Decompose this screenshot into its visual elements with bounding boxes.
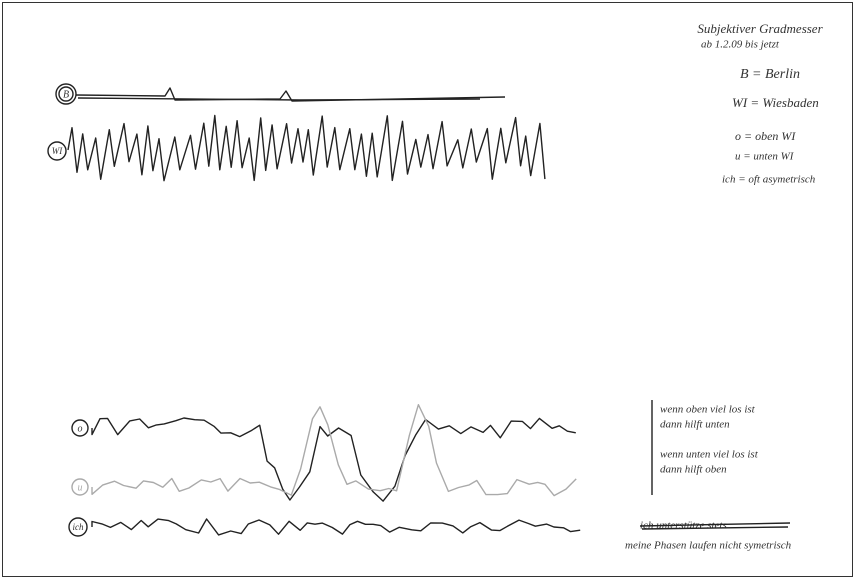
legend-entry: u = unten WI — [735, 151, 795, 163]
footer-text: meine Phasen laufen nicht symetrisch — [625, 540, 792, 552]
row-label: WI — [52, 146, 63, 156]
title: Subjektiver Gradmesser — [697, 21, 823, 36]
legend-entry: ich = oft asymetrisch — [722, 174, 816, 186]
row-marker — [68, 517, 88, 537]
sketch-lines — [67, 87, 581, 536]
row-marker — [55, 83, 77, 105]
sketch-line — [77, 97, 481, 101]
strike — [639, 522, 791, 530]
row-label: ich — [73, 522, 84, 532]
row-label: o — [78, 423, 83, 434]
sketch-line — [91, 518, 581, 536]
note: wenn oben viel los ist — [660, 404, 756, 416]
legend-entry: o = oben WI — [735, 129, 796, 143]
note: dann hilft unten — [660, 419, 730, 431]
sketch-line — [67, 114, 546, 182]
row-marker — [58, 86, 74, 102]
sketch-line — [91, 404, 577, 497]
subtitle: ab 1.2.09 bis jetzt — [701, 39, 780, 51]
note: dann hilft oben — [660, 464, 727, 476]
legend-entry: WI = Wiesbaden — [732, 95, 819, 110]
legend-entry: B = Berlin — [740, 67, 800, 82]
row-label: B — [63, 89, 69, 100]
row-marker — [71, 478, 89, 496]
sketch-line — [91, 417, 576, 502]
row-marker — [47, 141, 67, 161]
row-marker — [71, 419, 89, 437]
row-label: u — [78, 482, 83, 493]
note: wenn unten viel los ist — [660, 449, 759, 461]
